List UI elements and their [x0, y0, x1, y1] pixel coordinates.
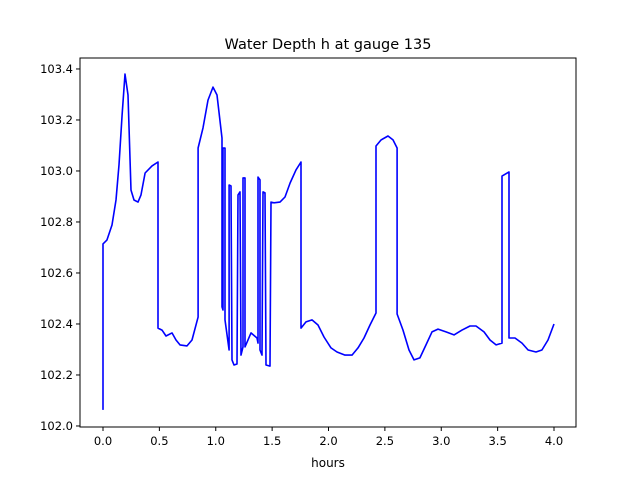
y-tick-label: 103.4: [40, 62, 73, 76]
y-tick-label: 102.8: [40, 215, 73, 229]
x-axis-ticks: 0.0 0.5 1.0 1.5 2.0 2.5 3.0 3.5 4.0: [94, 427, 563, 448]
y-tick-label: 102.2: [40, 368, 73, 382]
x-tick-label: 3.0: [432, 434, 450, 448]
x-axis-label: hours: [311, 456, 345, 470]
y-tick-label: 103.2: [40, 113, 73, 127]
y-tick-label: 102.0: [40, 419, 73, 433]
y-tick-label: 102.6: [40, 266, 73, 280]
x-tick-label: 1.0: [207, 434, 225, 448]
x-tick-label: 4.0: [545, 434, 563, 448]
x-tick-label: 0.5: [150, 434, 168, 448]
chart-title: Water Depth h at gauge 135: [225, 37, 432, 53]
x-tick-label: 1.5: [263, 434, 281, 448]
y-tick-label: 102.4: [40, 317, 73, 331]
x-tick-label: 0.0: [94, 434, 112, 448]
x-tick-label: 3.5: [488, 434, 506, 448]
x-tick-label: 2.0: [319, 434, 337, 448]
y-axis-ticks: 102.0 102.2 102.4 102.6 102.8 103.0 103.2 103.4: [40, 62, 80, 433]
plot-area-frame: [79, 57, 577, 428]
series-line-h: [102, 73, 555, 410]
x-tick-label: 2.5: [376, 434, 394, 448]
y-tick-label: 103.0: [40, 164, 73, 178]
